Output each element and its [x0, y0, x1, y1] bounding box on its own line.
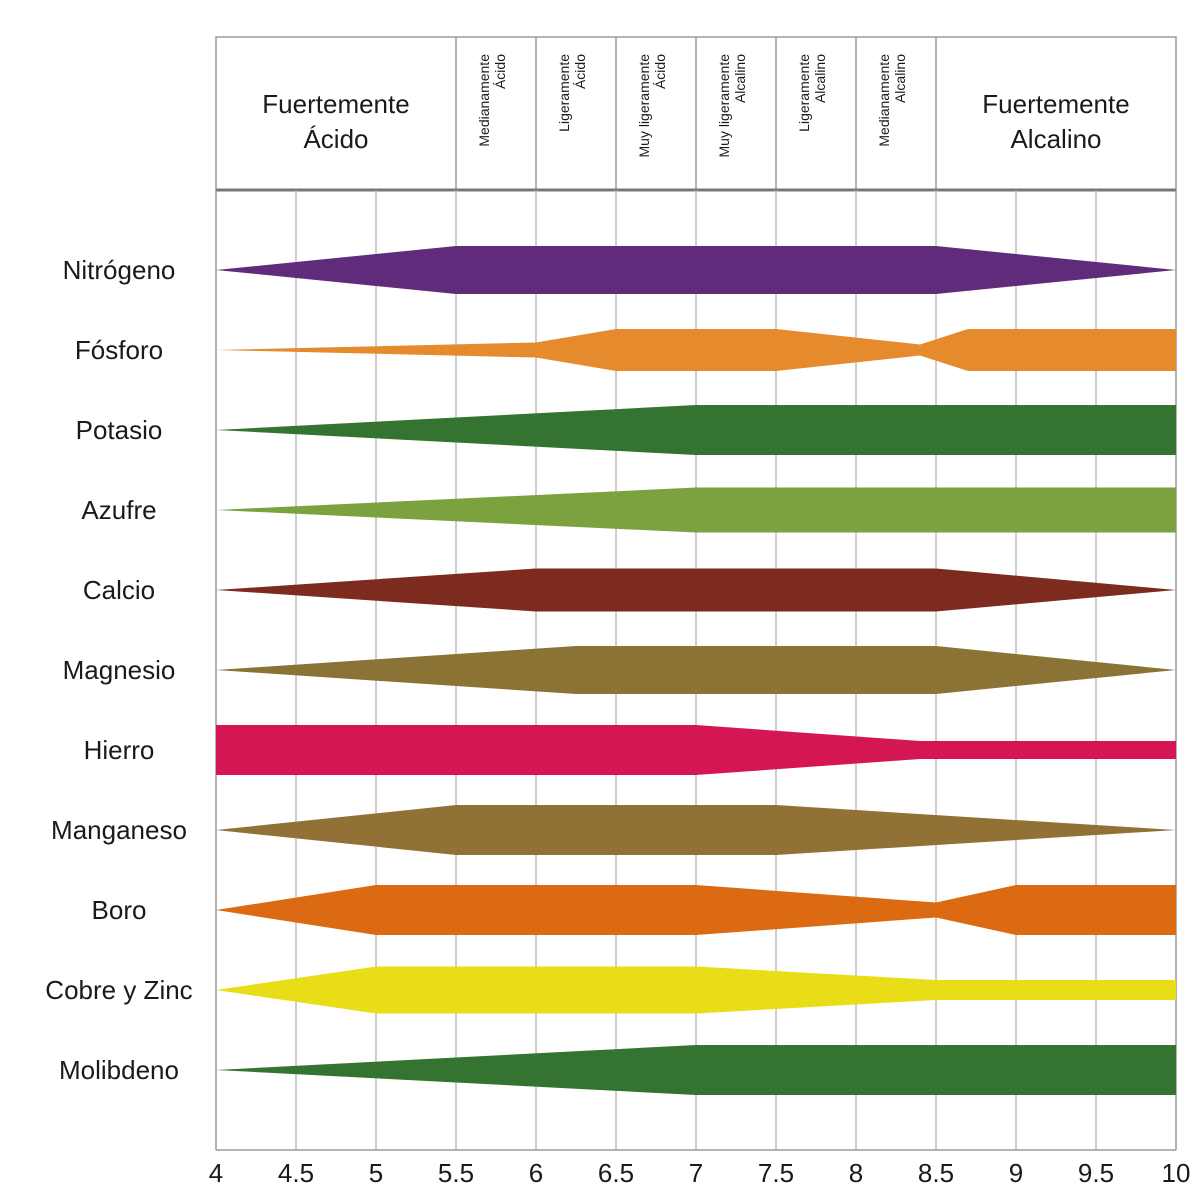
nutrient-label: Magnesio	[63, 655, 176, 685]
nutrient-label: Azufre	[81, 495, 156, 525]
zone-label: Muy ligeramenteAlcalino	[716, 54, 748, 158]
nutrient-label: Cobre y Zinc	[45, 975, 192, 1005]
nutrient-label: Calcio	[83, 575, 155, 605]
nutrient-band	[216, 405, 1176, 455]
nutrient-band	[216, 246, 1176, 294]
nutrient-band	[216, 646, 1176, 694]
nutrient-band	[216, 966, 1176, 1014]
zone-label: MedianamenteÁcido	[476, 54, 508, 147]
x-tick-label: 4	[209, 1158, 223, 1188]
nutrient-label: Molibdeno	[59, 1055, 179, 1085]
x-tick-label: 9.5	[1078, 1158, 1114, 1188]
x-tick-label: 7.5	[758, 1158, 794, 1188]
nutrient-label: Hierro	[84, 735, 155, 765]
nutrient-band	[216, 568, 1176, 612]
nutrient-band	[216, 1045, 1176, 1095]
x-tick-label: 7	[689, 1158, 703, 1188]
nutrient-band	[216, 885, 1176, 935]
nutrient-bands	[216, 246, 1176, 1095]
x-tick-label: 9	[1009, 1158, 1023, 1188]
zone-label: LigeramenteAlcalino	[796, 54, 828, 132]
x-tick-label: 6.5	[598, 1158, 634, 1188]
nutrient-band	[216, 725, 1176, 775]
x-tick-label: 10	[1162, 1158, 1191, 1188]
nutrient-label: Boro	[92, 895, 147, 925]
nutrient-band	[216, 805, 1176, 855]
ph-zone-header: Fuertemente Ácido MedianamenteÁcido Ligeram…	[215, 36, 1177, 192]
x-tick-label: 5	[369, 1158, 383, 1188]
x-axis: 4 4.5 5 5.5 6 6.5 7 7.5 8 8.5 9 9.5 10	[209, 1149, 1191, 1188]
zone-label: LigeramenteÁcido	[556, 54, 588, 132]
x-tick-label: 4.5	[278, 1158, 314, 1188]
nutrient-labels: Nitrógeno Fósforo Potasio Azufre Calcio Magne…	[45, 255, 192, 1085]
nutrient-label: Manganeso	[51, 815, 187, 845]
x-tick-label: 5.5	[438, 1158, 474, 1188]
zone-label: MedianamenteAlcalino	[876, 54, 908, 147]
nutrient-label: Fósforo	[75, 335, 163, 365]
zone-label: Fuertemente Ácido	[262, 89, 409, 154]
x-tick-label: 8	[849, 1158, 863, 1188]
nutrient-band	[216, 329, 1176, 371]
nutrient-label: Nitrógeno	[63, 255, 176, 285]
x-tick-label: 6	[529, 1158, 543, 1188]
nutrient-label: Potasio	[76, 415, 163, 445]
zone-label: Fuertemente Alcalino	[982, 89, 1129, 154]
zone-label: Muy ligeramenteÁcido	[636, 54, 668, 158]
nutrient-band	[216, 487, 1176, 533]
x-tick-label: 8.5	[918, 1158, 954, 1188]
